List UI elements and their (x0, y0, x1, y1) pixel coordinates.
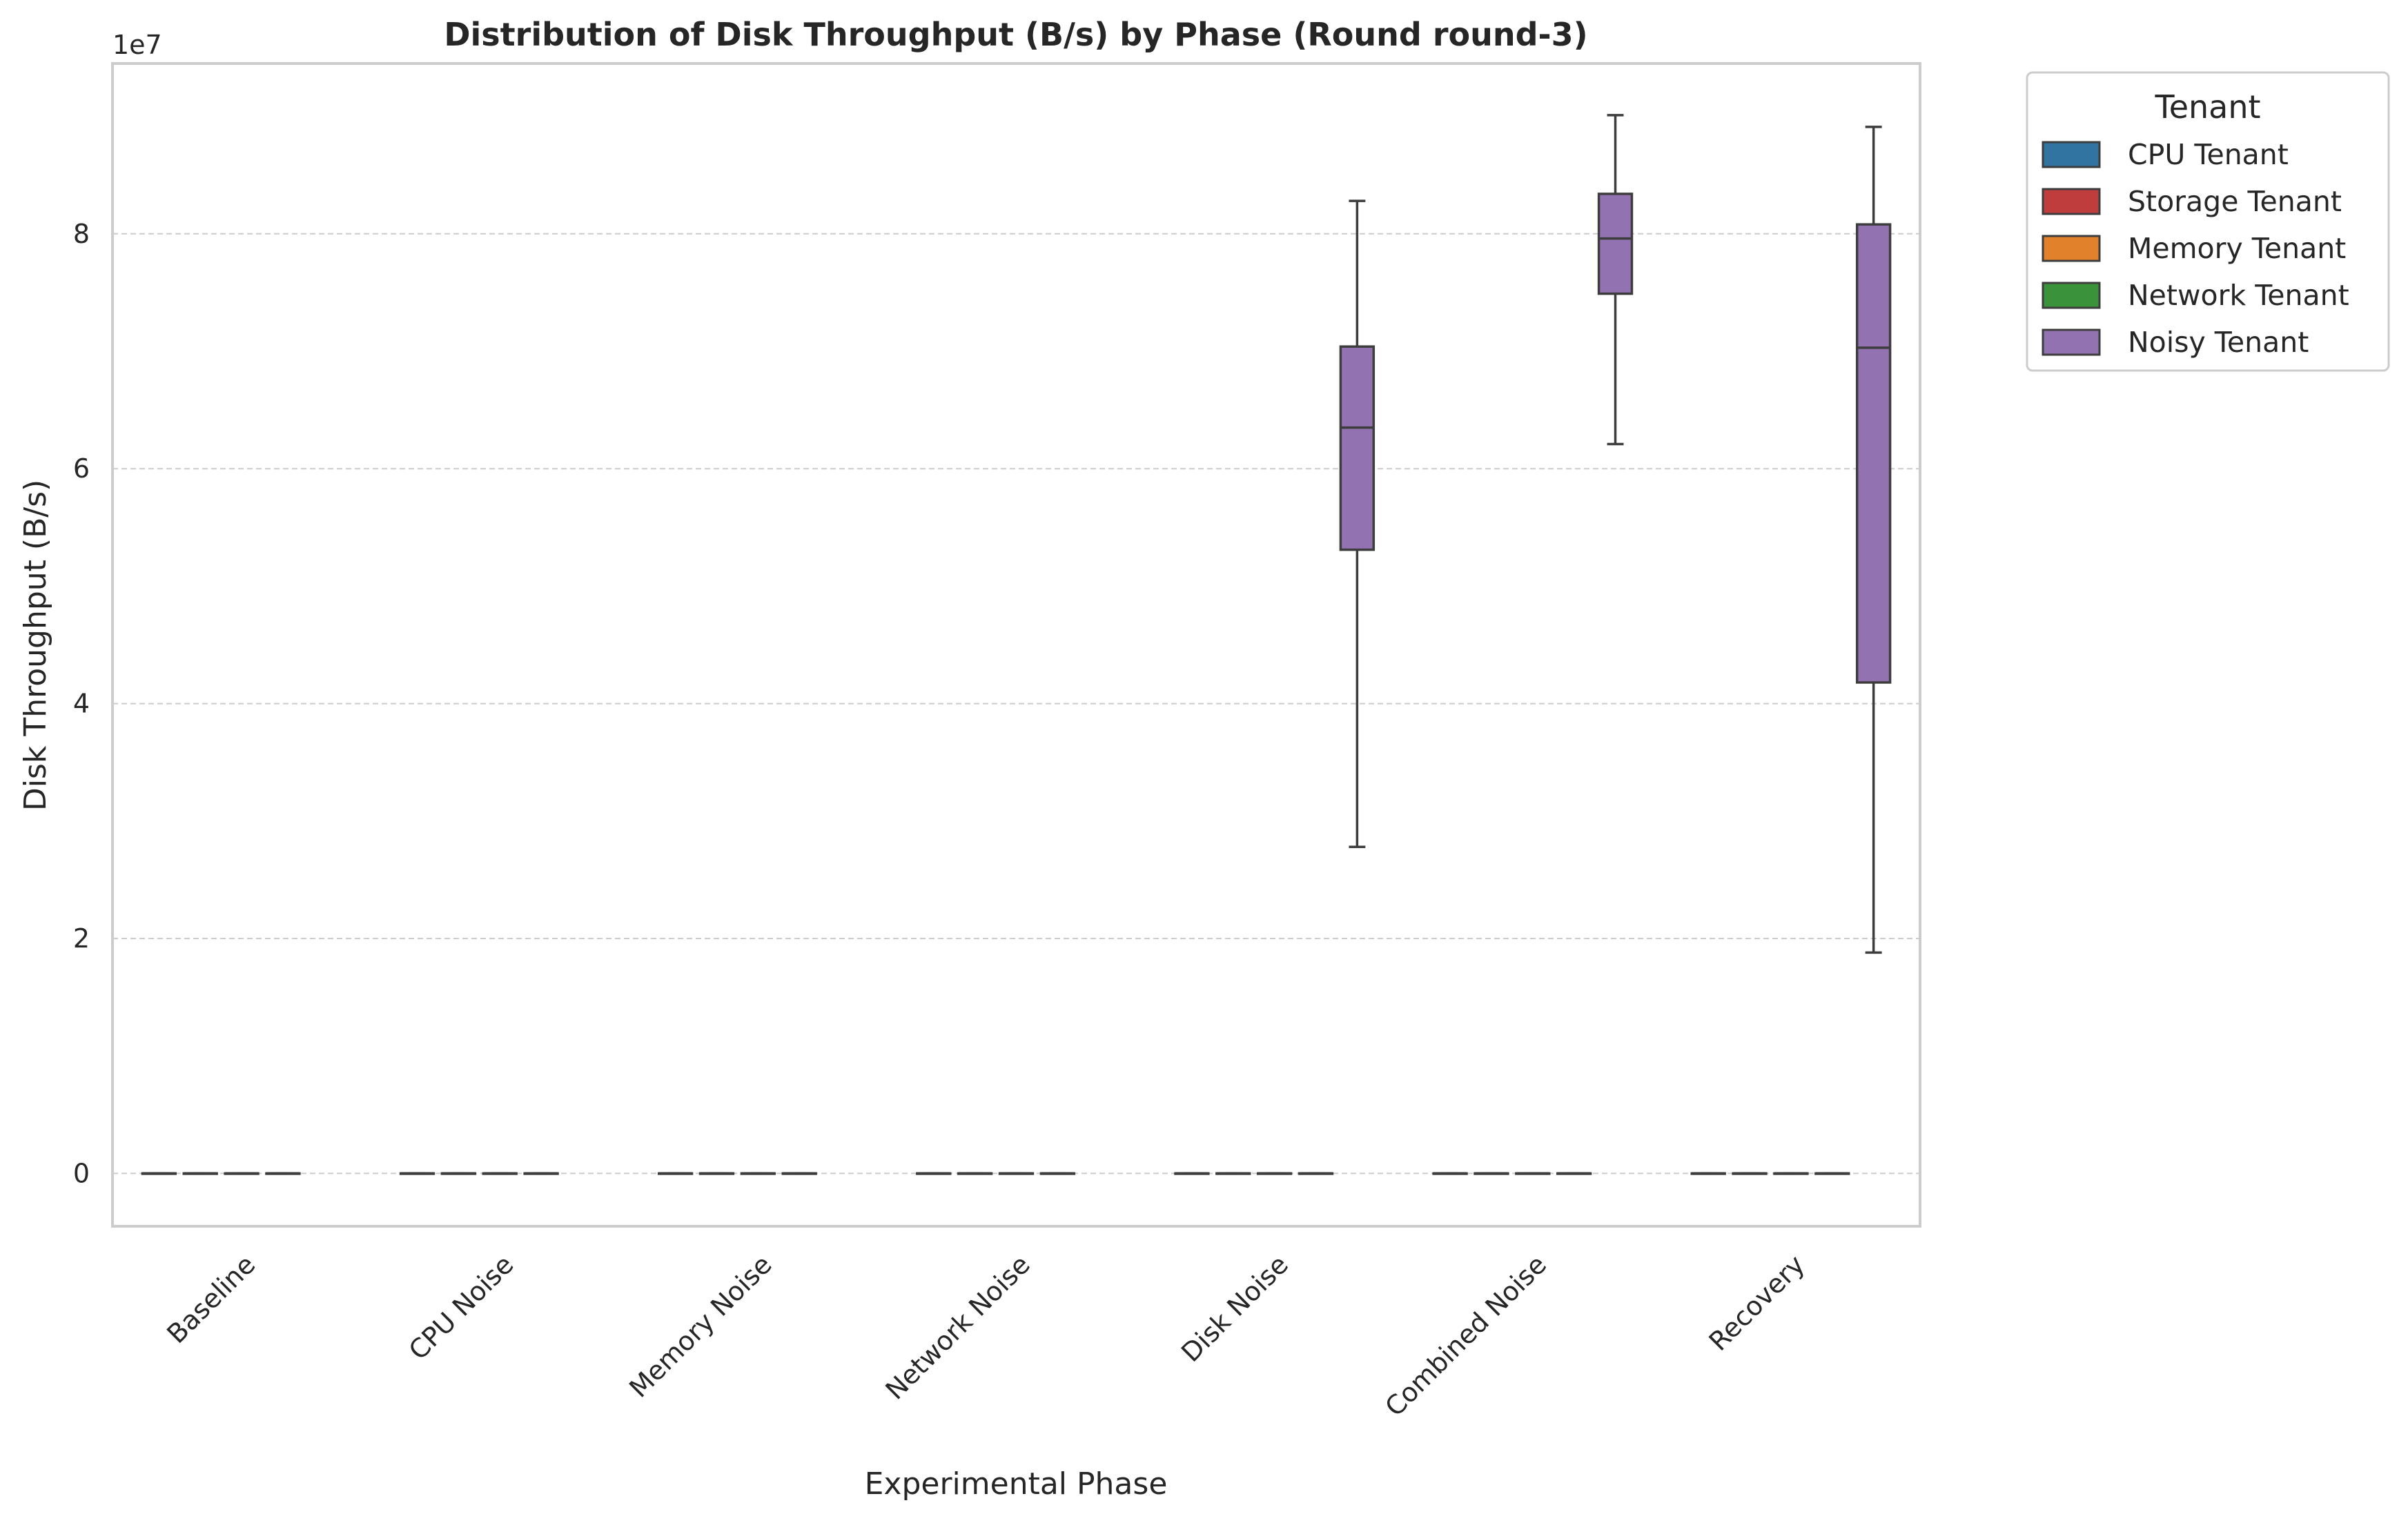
box-memory-tenant (482, 1172, 518, 1175)
box-cpu-tenant (916, 1172, 952, 1175)
legend-label: Noisy Tenant (2128, 326, 2309, 359)
legend-swatch (2042, 282, 2101, 309)
legend-title: Tenant (2154, 88, 2260, 126)
legend-swatch (2042, 188, 2101, 215)
box-storage-tenant (440, 1172, 477, 1175)
y-tick-label: 4 (73, 689, 90, 719)
legend-label: Network Tenant (2128, 279, 2349, 312)
box-network-tenant (1814, 1172, 1850, 1175)
x-axis-label: Experimental Phase (865, 1466, 1168, 1502)
plot-frame (111, 62, 1921, 1228)
legend-swatch (2042, 141, 2101, 168)
box-network-tenant (1556, 1172, 1592, 1175)
box-memory-tenant (1773, 1172, 1809, 1175)
legend-label: CPU Tenant (2128, 138, 2289, 171)
box-cpu-tenant (141, 1172, 177, 1175)
box-body (1339, 345, 1376, 551)
legend-label: Memory Tenant (2128, 232, 2346, 265)
y-tick-label: 0 (73, 1158, 90, 1188)
box-memory-tenant (740, 1172, 776, 1175)
box-cpu-tenant (1174, 1172, 1210, 1175)
box-network-tenant (781, 1172, 817, 1175)
y-axis-ticks: 0 2 4 6 8 (73, 219, 90, 1189)
legend-swatch (2042, 235, 2101, 262)
box-noisy-tenant (1597, 114, 1634, 446)
box-noisy-tenant (1855, 126, 1892, 954)
legend: Tenant CPU Tenant Storage Tenant Memory Te… (2026, 71, 2390, 372)
box-network-tenant (1039, 1172, 1076, 1175)
chart-title: Distribution of Disk Throughput (B/s) by… (444, 16, 1587, 53)
y-tick-label: 8 (73, 219, 90, 249)
box-body (1855, 223, 1892, 684)
box-storage-tenant (698, 1172, 735, 1175)
box-memory-tenant (998, 1172, 1035, 1175)
box-body (1597, 193, 1634, 295)
legend-items: CPU Tenant Storage Tenant Memory Tenant Net… (2042, 138, 2349, 359)
box-storage-tenant (1215, 1172, 1251, 1175)
y-scale-label: 1e7 (112, 30, 162, 60)
plot-area (141, 114, 1892, 1175)
legend-swatch (2042, 328, 2101, 356)
box-memory-tenant (1256, 1172, 1293, 1175)
legend-label: Storage Tenant (2128, 185, 2342, 218)
box-cpu-tenant (399, 1172, 435, 1175)
box-network-tenant (1298, 1172, 1334, 1175)
box-storage-tenant (1732, 1172, 1768, 1175)
box-memory-tenant (1515, 1172, 1551, 1175)
box-noisy-tenant (1339, 199, 1376, 848)
y-axis-label: Disk Throughput (B/s) (18, 480, 53, 811)
box-storage-tenant (1474, 1172, 1509, 1175)
y-tick-label: 6 (73, 453, 90, 484)
box-cpu-tenant (657, 1172, 694, 1175)
box-memory-tenant (224, 1172, 260, 1175)
box-cpu-tenant (1432, 1172, 1468, 1175)
box-storage-tenant (957, 1172, 993, 1175)
box-network-tenant (523, 1172, 559, 1175)
box-cpu-tenant (1690, 1172, 1726, 1175)
y-tick-label: 2 (73, 923, 90, 954)
box-storage-tenant (182, 1172, 218, 1175)
box-network-tenant (265, 1172, 301, 1175)
legend-frame (2026, 71, 2390, 372)
